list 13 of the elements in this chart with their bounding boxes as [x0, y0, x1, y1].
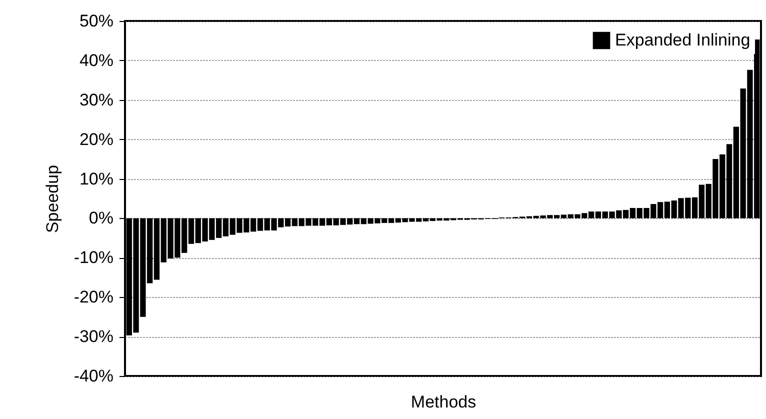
y-axis-title: Speedup — [42, 164, 62, 234]
y-tick-label: 30% — [79, 90, 114, 110]
legend-label: Expanded Inlining — [615, 30, 750, 50]
x-axis-title: Methods — [410, 392, 476, 412]
y-tick-label: 50% — [79, 12, 114, 30]
y-tick-label: -10% — [74, 248, 114, 268]
y-tick-label: 40% — [79, 50, 114, 70]
y-tick-label: -30% — [74, 327, 114, 346]
y-tick-label: 10% — [79, 169, 114, 188]
y-tick-label: 20% — [79, 130, 114, 149]
y-tick-label: -20% — [74, 288, 114, 307]
y-tick-label: 0% — [88, 208, 114, 228]
y-tick-label: -40% — [74, 366, 114, 386]
